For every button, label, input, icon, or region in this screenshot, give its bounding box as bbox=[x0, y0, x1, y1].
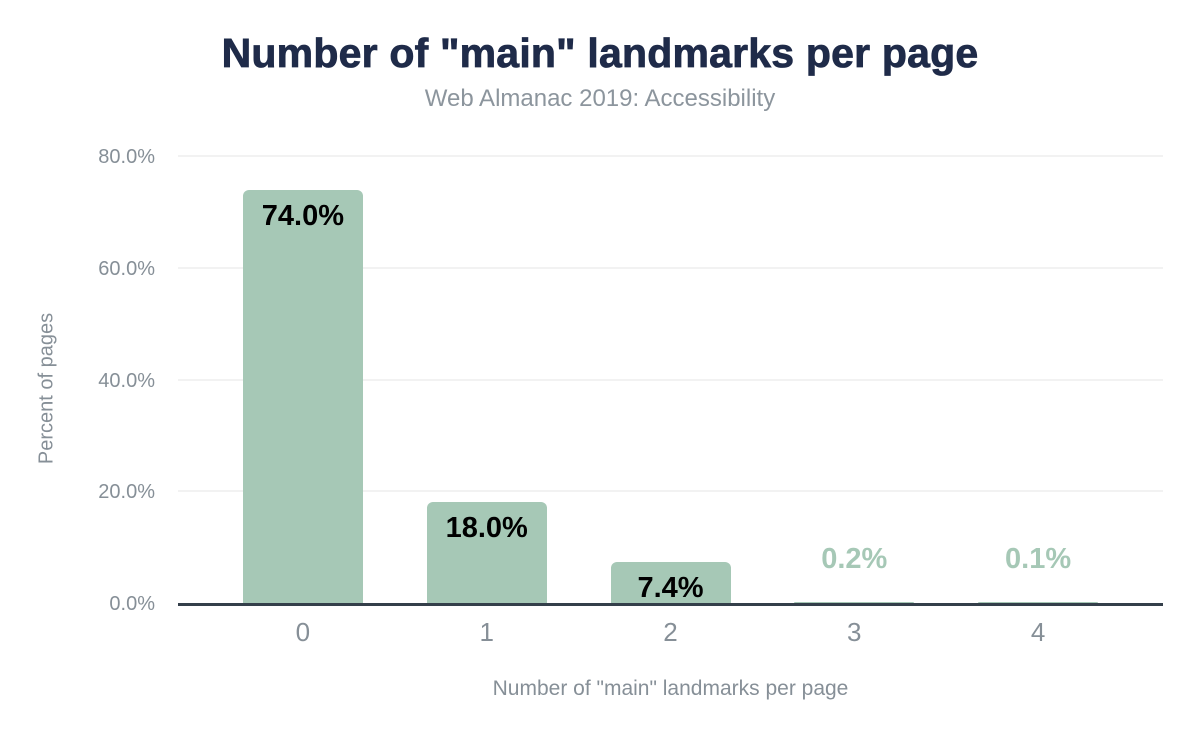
bar[interactable] bbox=[978, 602, 1099, 603]
y-gridline bbox=[178, 378, 1163, 381]
bar[interactable] bbox=[426, 502, 547, 603]
y-axis-tick-label: 80.0% bbox=[98, 146, 155, 168]
bar[interactable] bbox=[794, 601, 915, 603]
y-gridline bbox=[178, 490, 1163, 493]
y-axis-tick-label: 20.0% bbox=[98, 481, 155, 504]
bar-value-label: 0.1% bbox=[1005, 543, 1072, 575]
x-axis-tick-label: 2 bbox=[663, 617, 678, 647]
bar-value-label: 74.0% bbox=[261, 199, 344, 232]
x-axis-tick-label: 0 bbox=[295, 617, 311, 647]
chart-subtitle: Web Almanac 2019: Accessibility bbox=[424, 85, 776, 112]
bar[interactable] bbox=[242, 189, 363, 603]
y-axis-tick-label: 40.0% bbox=[98, 369, 155, 392]
x-axis-tick-label: 3 bbox=[847, 617, 862, 647]
x-axis-title: Number of "main" landmarks per page bbox=[492, 677, 849, 700]
bar-value-label: 0.2% bbox=[821, 543, 888, 575]
y-gridline bbox=[178, 155, 1163, 157]
bar[interactable] bbox=[610, 561, 731, 603]
x-axis-line bbox=[178, 603, 1163, 606]
y-axis-tick-label: 0.0% bbox=[109, 593, 155, 615]
bar-value-label: 7.4% bbox=[637, 571, 704, 604]
bar-value-label: 18.0% bbox=[445, 512, 528, 545]
x-axis-tick-label: 1 bbox=[479, 617, 494, 647]
y-axis-tick-label: 60.0% bbox=[98, 257, 155, 280]
chart-title: Number of "main" landmarks per page bbox=[221, 30, 979, 77]
x-axis-tick-label: 4 bbox=[1030, 617, 1046, 647]
y-gridline bbox=[178, 266, 1163, 269]
